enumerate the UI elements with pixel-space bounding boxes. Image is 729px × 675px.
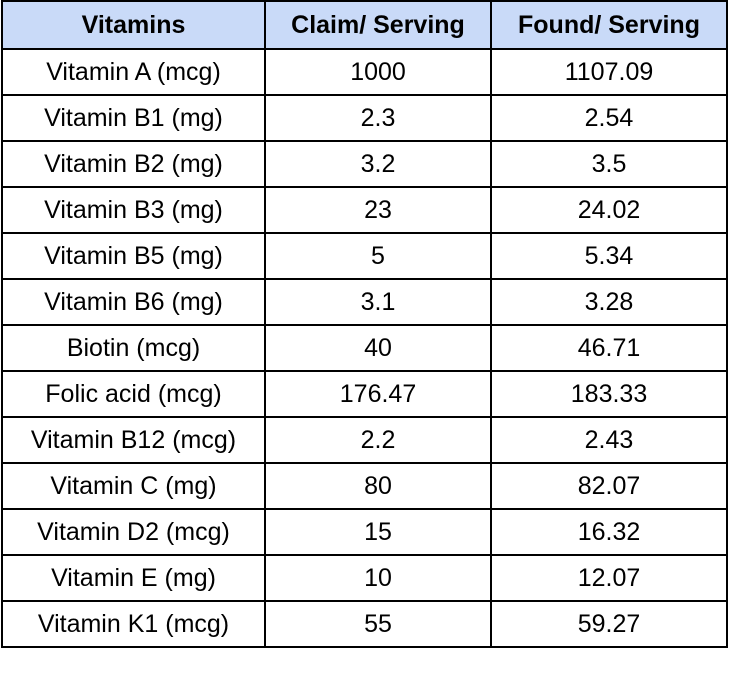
table-row: Vitamin C (mg) 80 82.07 [1,462,728,510]
found-value-cell: 82.07 [490,462,728,510]
found-value-cell: 16.32 [490,508,728,556]
table-row: Vitamin A (mcg) 1000 1107.09 [1,48,728,96]
claim-value-cell: 176.47 [264,370,492,418]
claim-value-cell: 40 [264,324,492,372]
claim-value-cell: 80 [264,462,492,510]
found-value-cell: 12.07 [490,554,728,602]
header-claim-per-serving: Claim/ Serving [264,0,492,50]
header-vitamins: Vitamins [1,0,266,50]
table-row: Biotin (mcg) 40 46.71 [1,324,728,372]
claim-value-cell: 2.2 [264,416,492,464]
vitamin-name-cell: Vitamin B2 (mg) [1,140,266,188]
table-row: Vitamin B3 (mg) 23 24.02 [1,186,728,234]
found-value-cell: 183.33 [490,370,728,418]
found-value-cell: 1107.09 [490,48,728,96]
vitamin-name-cell: Biotin (mcg) [1,324,266,372]
claim-value-cell: 10 [264,554,492,602]
vitamin-name-cell: Vitamin B12 (mcg) [1,416,266,464]
claim-value-cell: 55 [264,600,492,648]
vitamin-name-cell: Vitamin K1 (mcg) [1,600,266,648]
found-value-cell: 24.02 [490,186,728,234]
vitamin-name-cell: Vitamin B5 (mg) [1,232,266,280]
vitamin-name-cell: Vitamin B3 (mg) [1,186,266,234]
claim-value-cell: 23 [264,186,492,234]
vitamin-name-cell: Vitamin E (mg) [1,554,266,602]
claim-value-cell: 3.2 [264,140,492,188]
table-row: Vitamin E (mg) 10 12.07 [1,554,728,602]
found-value-cell: 2.54 [490,94,728,142]
table-row: Vitamin B6 (mg) 3.1 3.28 [1,278,728,326]
table-row: Vitamin B1 (mg) 2.3 2.54 [1,94,728,142]
table-row: Folic acid (mcg) 176.47 183.33 [1,370,728,418]
vitamin-name-cell: Vitamin B1 (mg) [1,94,266,142]
table-row: Vitamin D2 (mcg) 15 16.32 [1,508,728,556]
claim-value-cell: 2.3 [264,94,492,142]
vitamin-name-cell: Vitamin B6 (mg) [1,278,266,326]
table-row: Vitamin B2 (mg) 3.2 3.5 [1,140,728,188]
found-value-cell: 3.5 [490,140,728,188]
vitamin-name-cell: Vitamin D2 (mcg) [1,508,266,556]
claim-value-cell: 3.1 [264,278,492,326]
found-value-cell: 2.43 [490,416,728,464]
vitamins-table: Vitamins Claim/ Serving Found/ Serving V… [1,0,728,648]
found-value-cell: 3.28 [490,278,728,326]
claim-value-cell: 5 [264,232,492,280]
table-row: Vitamin B12 (mcg) 2.2 2.43 [1,416,728,464]
vitamin-name-cell: Folic acid (mcg) [1,370,266,418]
claim-value-cell: 15 [264,508,492,556]
vitamin-name-cell: Vitamin C (mg) [1,462,266,510]
found-value-cell: 46.71 [490,324,728,372]
header-found-per-serving: Found/ Serving [490,0,728,50]
vitamin-name-cell: Vitamin A (mcg) [1,48,266,96]
table-row: Vitamin B5 (mg) 5 5.34 [1,232,728,280]
table-row: Vitamin K1 (mcg) 55 59.27 [1,600,728,648]
header-row: Vitamins Claim/ Serving Found/ Serving [1,0,728,50]
found-value-cell: 5.34 [490,232,728,280]
found-value-cell: 59.27 [490,600,728,648]
claim-value-cell: 1000 [264,48,492,96]
